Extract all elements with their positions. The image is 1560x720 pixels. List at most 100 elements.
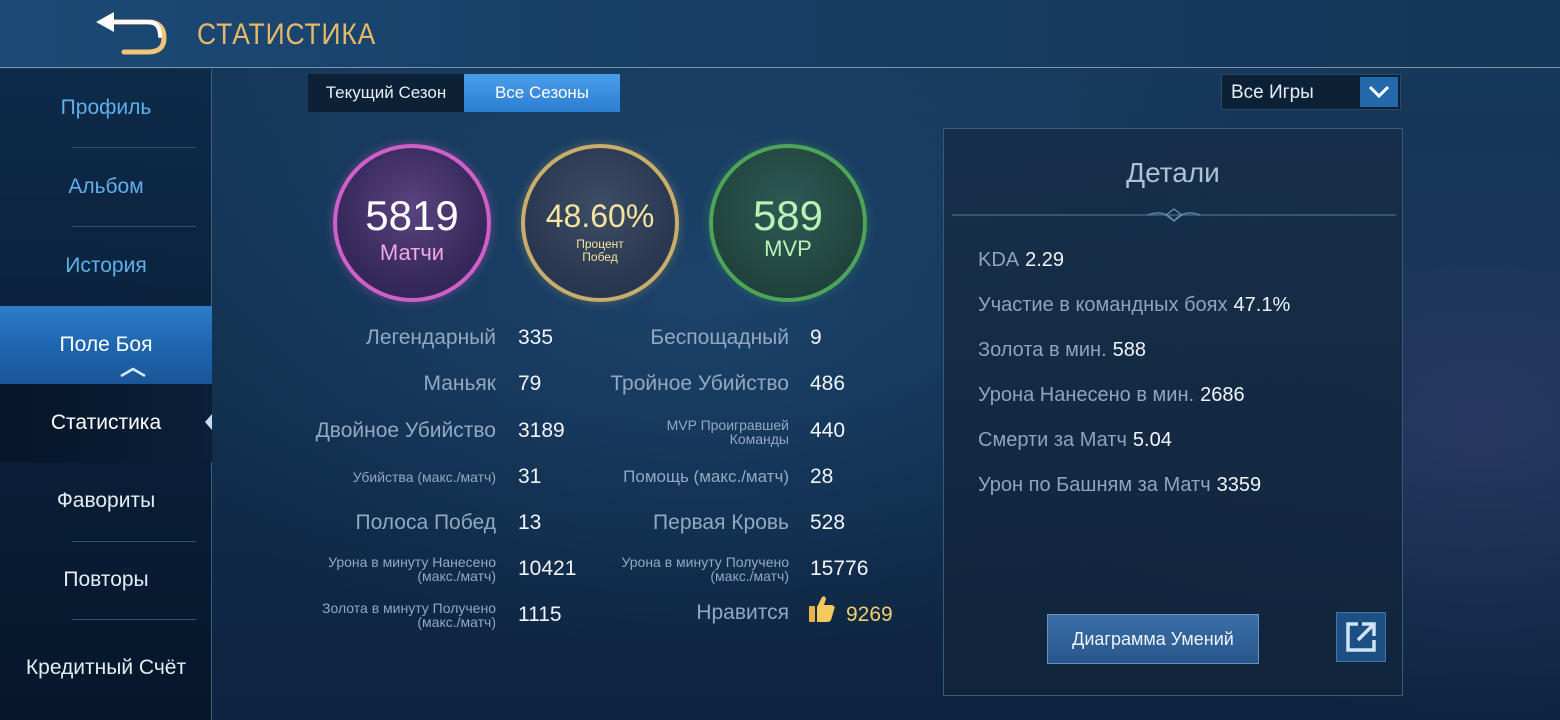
external-link-icon bbox=[1346, 622, 1376, 652]
stat-label-maniac: Маньяк bbox=[423, 372, 496, 395]
winrate-value: 48.60% bbox=[545, 198, 655, 234]
dropdown-toggle[interactable] bbox=[1360, 77, 1398, 107]
stat-label-savage: Беспощадный bbox=[650, 326, 789, 349]
stat-label-line1: MVP Проигравшей bbox=[666, 417, 789, 433]
stat-label-likes: Нравится bbox=[696, 601, 789, 624]
skill-chart-button[interactable]: Диаграмма Умений bbox=[1047, 614, 1259, 664]
sidebar-item-replays[interactable]: Повторы bbox=[63, 568, 149, 591]
matches-circle: 5819 Матчи bbox=[333, 144, 491, 302]
detail-row-tower-damage: Урон по Башням за Матч 3359 bbox=[978, 474, 1261, 497]
sidebar-item-favorites[interactable]: Фавориты bbox=[56, 489, 156, 512]
stat-value-likes: 9269 bbox=[846, 603, 893, 626]
share-button[interactable] bbox=[1336, 612, 1386, 662]
winrate-label-line1: Процент bbox=[576, 237, 624, 251]
stat-value-first-blood: 528 bbox=[810, 511, 846, 534]
winrate-label: Процент Побед bbox=[525, 238, 675, 264]
sidebar: Профиль Альбом История Поле Боя Статисти… bbox=[0, 69, 212, 720]
matches-value: 5819 bbox=[365, 192, 459, 239]
tab-current-season[interactable]: Текущий Сезон bbox=[308, 74, 464, 112]
mvp-value: 589 bbox=[752, 192, 824, 239]
detail-label: Участие в командных боях bbox=[978, 294, 1228, 316]
stat-label-line1: Урона в минуту Нанесено bbox=[328, 554, 496, 570]
detail-label: Урон по Башням за Матч bbox=[978, 474, 1211, 496]
detail-value: 2686 bbox=[1200, 384, 1245, 406]
stat-label-line2: (макс./матч) bbox=[710, 568, 789, 584]
sidebar-item-history[interactable]: История bbox=[65, 254, 147, 277]
tab-all-seasons[interactable]: Все Сезоны bbox=[464, 74, 620, 112]
active-indicator-icon bbox=[205, 414, 212, 430]
detail-row-damage-per-min: Урона Нанесено в мин. 2686 bbox=[978, 384, 1245, 407]
winrate-circle: 48.60% Процент Побед bbox=[521, 144, 679, 302]
stat-label-win-streak: Полоса Побед bbox=[355, 511, 496, 534]
season-tabs: Текущий Сезон Все Сезоны bbox=[308, 74, 620, 112]
detail-value: 588 bbox=[1112, 339, 1147, 361]
detail-label: Золота в мин. bbox=[978, 339, 1107, 361]
sidebar-divider bbox=[72, 619, 196, 620]
detail-value: 2.29 bbox=[1025, 249, 1065, 271]
detail-row-deaths-per-match: Смерти за Матч 5.04 bbox=[978, 429, 1172, 452]
details-title: Детали bbox=[1126, 157, 1220, 188]
sidebar-divider bbox=[72, 541, 196, 542]
detail-row-kda: KDA 2.29 bbox=[978, 249, 1064, 272]
chevron-down-icon bbox=[1368, 85, 1390, 99]
stat-value-win-streak: 13 bbox=[518, 511, 542, 534]
stat-label-triple-kill: Тройное Убийство bbox=[610, 372, 789, 395]
sidebar-item-credit-score[interactable]: Кредитный Счёт bbox=[25, 656, 187, 679]
header-bar: Статистика bbox=[0, 0, 1560, 68]
stat-label-line2: Команды bbox=[729, 431, 789, 447]
mvp-label: MVP bbox=[764, 236, 812, 261]
stat-label-max-damage-taken: Урона в минуту Получено (макс./матч) bbox=[621, 555, 789, 583]
stat-value-double-kill: 3189 bbox=[518, 419, 565, 442]
mvp-circle: 589 MVP bbox=[709, 144, 867, 302]
stat-value-triple-kill: 486 bbox=[810, 372, 846, 395]
sidebar-item-profile[interactable]: Профиль bbox=[60, 96, 152, 119]
details-panel: Детали KDA 2.29 Участие в командных боях 4… bbox=[943, 128, 1403, 696]
chevron-up-icon bbox=[120, 367, 146, 377]
sidebar-divider bbox=[72, 226, 196, 227]
stat-value-mvp-losing-team: 440 bbox=[810, 419, 846, 442]
stat-value-max-gold: 1115 bbox=[518, 603, 562, 626]
sidebar-item-label: Статистика bbox=[50, 411, 162, 434]
matches-label: Матчи bbox=[379, 240, 445, 265]
back-button[interactable] bbox=[88, 8, 172, 58]
stat-label-max-assists: Помощь (макс./матч) bbox=[623, 467, 789, 486]
detail-row-gold-per-min: Золота в мин. 588 bbox=[978, 339, 1146, 362]
thumbs-up-icon[interactable] bbox=[808, 594, 836, 624]
stat-value-legendary: 335 bbox=[518, 326, 554, 349]
detail-value: 5.04 bbox=[1132, 429, 1172, 451]
stat-label-first-blood: Первая Кровь bbox=[653, 511, 789, 534]
winrate-label-line2: Побед bbox=[582, 250, 618, 264]
game-mode-dropdown[interactable]: Все Игры bbox=[1221, 74, 1401, 110]
stat-label-max-gold: Золота в минуту Получено (макс./матч) bbox=[322, 601, 496, 629]
stat-value-max-damage-dealt: 10421 bbox=[518, 557, 577, 580]
detail-label: Урона Нанесено в мин. bbox=[978, 384, 1195, 406]
dropdown-value: Все Игры bbox=[1231, 82, 1314, 103]
stat-label-legendary: Легендарный bbox=[366, 326, 496, 349]
sidebar-item-album[interactable]: Альбом bbox=[68, 175, 144, 198]
stat-label-mvp-losing-team: MVP Проигравшей Команды bbox=[667, 418, 789, 446]
stat-label-line2: (макс./матч) bbox=[417, 568, 496, 584]
sidebar-item-statistics[interactable]: Статистика bbox=[0, 384, 212, 462]
stat-label-line1: Урона в минуту Получено bbox=[621, 554, 789, 570]
stat-label-max-damage-dealt: Урона в минуту Нанесено (макс./матч) bbox=[328, 555, 496, 583]
detail-label: Смерти за Матч bbox=[978, 429, 1127, 451]
detail-row-teamfight: Участие в командных боях 47.1% bbox=[978, 294, 1290, 317]
stat-value-max-kills: 31 bbox=[518, 465, 542, 488]
stat-value-savage: 9 bbox=[810, 326, 822, 349]
stat-label-double-kill: Двойное Убийство bbox=[315, 419, 496, 442]
stat-label-max-kills: Убийства (макс./матч) bbox=[352, 469, 496, 485]
sidebar-divider bbox=[72, 147, 196, 148]
detail-label: KDA bbox=[978, 249, 1020, 271]
stat-value-max-assists: 28 bbox=[810, 465, 834, 488]
stat-value-maniac: 79 bbox=[518, 372, 542, 395]
stat-value-max-damage-taken: 15776 bbox=[810, 557, 869, 580]
stat-label-line1: Золота в минуту Получено bbox=[322, 600, 496, 616]
sidebar-item-battlefield[interactable]: Поле Боя bbox=[0, 306, 212, 384]
page-title: Статистика bbox=[197, 18, 377, 51]
sidebar-item-label: Поле Боя bbox=[59, 333, 153, 356]
detail-value: 3359 bbox=[1216, 474, 1262, 496]
back-arrow-icon bbox=[96, 12, 167, 55]
detail-value: 47.1% bbox=[1233, 294, 1291, 316]
ornament-divider-icon bbox=[952, 208, 1396, 223]
stat-label-line2: (макс./матч) bbox=[417, 614, 496, 630]
